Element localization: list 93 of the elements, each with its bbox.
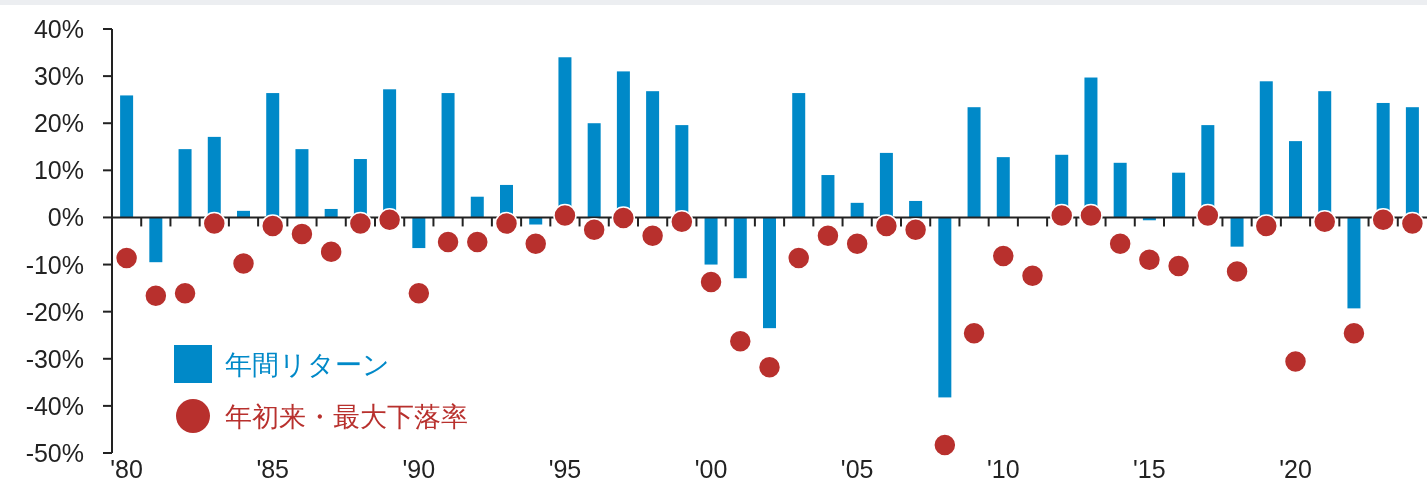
bar	[1113, 162, 1127, 218]
point	[407, 281, 431, 306]
point	[611, 206, 636, 230]
bar	[967, 107, 981, 218]
bar	[909, 200, 923, 218]
x-tick-label: '90	[402, 455, 436, 483]
bar	[821, 175, 835, 218]
y-tick-label: -20%	[25, 297, 84, 326]
point	[114, 246, 139, 270]
point	[786, 246, 811, 270]
point	[319, 240, 343, 264]
x-tick-label: '00	[694, 455, 728, 483]
y-tick-label: -30%	[25, 344, 84, 373]
point	[231, 251, 256, 276]
bar	[178, 149, 192, 218]
bar	[1259, 81, 1273, 218]
bar	[763, 217, 776, 329]
point	[494, 211, 519, 236]
y-tick-label: 30%	[33, 62, 84, 91]
bar	[733, 217, 747, 279]
point	[699, 270, 723, 294]
point	[1225, 259, 1249, 284]
bar	[266, 93, 280, 218]
point	[202, 211, 227, 236]
y-tick-label: 20%	[33, 109, 84, 138]
legend-label: 年初来・最大下落率	[225, 402, 468, 432]
point	[144, 283, 168, 308]
point	[1166, 254, 1191, 278]
bar	[412, 217, 426, 249]
bar	[646, 91, 660, 218]
y-tick-label: 40%	[33, 15, 84, 43]
x-tick-label: '20	[1279, 455, 1312, 483]
bar	[587, 123, 601, 218]
y-tick-label: -40%	[25, 391, 84, 420]
bar	[149, 217, 163, 263]
bar	[704, 217, 718, 265]
point	[1020, 264, 1045, 288]
bar	[529, 217, 543, 225]
point	[728, 329, 753, 354]
point	[260, 214, 285, 238]
point	[874, 214, 899, 238]
point	[991, 244, 1016, 268]
point	[1312, 209, 1337, 234]
point	[553, 203, 577, 228]
point	[903, 217, 928, 242]
point	[377, 208, 402, 232]
point	[816, 224, 840, 248]
point	[173, 281, 197, 306]
bar	[1289, 141, 1302, 218]
point	[1137, 248, 1162, 272]
bar	[996, 157, 1010, 218]
point	[845, 232, 869, 256]
point	[1108, 232, 1132, 256]
x-tick-label: '05	[840, 455, 874, 483]
point	[1342, 321, 1366, 346]
legend-label: 年間リターン	[225, 350, 390, 380]
bar	[1172, 172, 1186, 218]
y-tick-label: 10%	[33, 156, 84, 185]
point	[640, 224, 665, 248]
point	[670, 209, 694, 234]
bar	[1347, 217, 1361, 309]
bar	[879, 152, 893, 218]
point	[1371, 208, 1395, 232]
bar	[938, 217, 952, 398]
bar	[792, 93, 806, 218]
bar	[470, 196, 484, 218]
bar	[295, 149, 309, 218]
y-tick-label: -10%	[25, 250, 84, 279]
point	[933, 433, 957, 457]
point	[1196, 203, 1220, 228]
point	[1079, 203, 1103, 228]
point	[962, 321, 986, 346]
point	[1254, 214, 1279, 238]
point	[348, 211, 373, 236]
bar	[441, 93, 455, 218]
x-tick-label: '85	[256, 455, 290, 483]
point	[465, 230, 490, 254]
point	[523, 232, 548, 256]
point	[1283, 349, 1308, 374]
point	[582, 217, 606, 242]
x-tick-label: '95	[548, 455, 582, 483]
bar	[1230, 217, 1244, 247]
x-tick-label: '15	[1133, 455, 1166, 483]
x-tick-label: '80	[110, 455, 143, 483]
bar	[120, 95, 134, 218]
point	[290, 222, 314, 246]
y-tick-label: 0%	[47, 203, 84, 232]
point	[436, 230, 460, 254]
point	[757, 355, 782, 380]
point	[1400, 211, 1425, 236]
x-tick-label: '10	[986, 455, 1020, 483]
y-tick-label: -50%	[25, 439, 84, 467]
point	[1049, 203, 1074, 228]
